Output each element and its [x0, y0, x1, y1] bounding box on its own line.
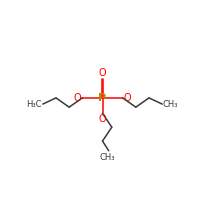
Text: O: O: [74, 93, 82, 103]
Text: O: O: [123, 93, 131, 103]
Text: P: P: [98, 93, 107, 103]
Text: O: O: [99, 68, 106, 78]
Text: CH₃: CH₃: [163, 100, 178, 109]
Text: H₃C: H₃C: [27, 100, 42, 109]
Text: CH₃: CH₃: [99, 153, 115, 162]
Text: O: O: [99, 114, 106, 124]
